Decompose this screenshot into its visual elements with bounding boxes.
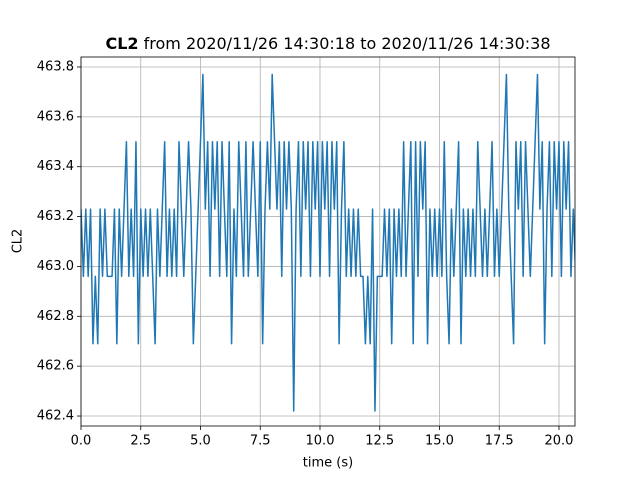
x-tick-label: 17.5 xyxy=(485,434,514,449)
y-tick-label: 462.4 xyxy=(37,409,74,424)
x-tick-label: 20.0 xyxy=(545,434,574,449)
title-bold: CL2 xyxy=(105,34,138,53)
x-tick-label: 5.0 xyxy=(190,434,211,449)
x-axis-label: time (s) xyxy=(303,456,353,471)
x-tick-label: 0.0 xyxy=(71,434,92,449)
x-tick-label: 10.0 xyxy=(306,434,335,449)
title-rest: from 2020/11/26 14:30:18 to 2020/11/26 1… xyxy=(144,34,551,53)
x-tick-label: 7.5 xyxy=(250,434,271,449)
y-tick-label: 462.8 xyxy=(37,309,74,324)
x-tick-label: 15.0 xyxy=(425,434,454,449)
x-tick-label: 12.5 xyxy=(365,434,394,449)
y-tick-label: 463.4 xyxy=(37,159,74,174)
y-tick-label: 463.0 xyxy=(37,259,74,274)
y-tick-label: 463.6 xyxy=(37,109,74,124)
y-tick-label: 462.6 xyxy=(37,359,74,374)
plot-frame xyxy=(80,56,576,427)
chart-title: CL2 from 2020/11/26 14:30:18 to 2020/11/… xyxy=(105,34,550,53)
y-tick-label: 463.8 xyxy=(37,59,74,74)
y-axis-label: CL2 xyxy=(11,229,26,254)
x-tick-label: 2.5 xyxy=(130,434,151,449)
data-line xyxy=(81,73,575,412)
y-tick-label: 463.2 xyxy=(37,209,74,224)
